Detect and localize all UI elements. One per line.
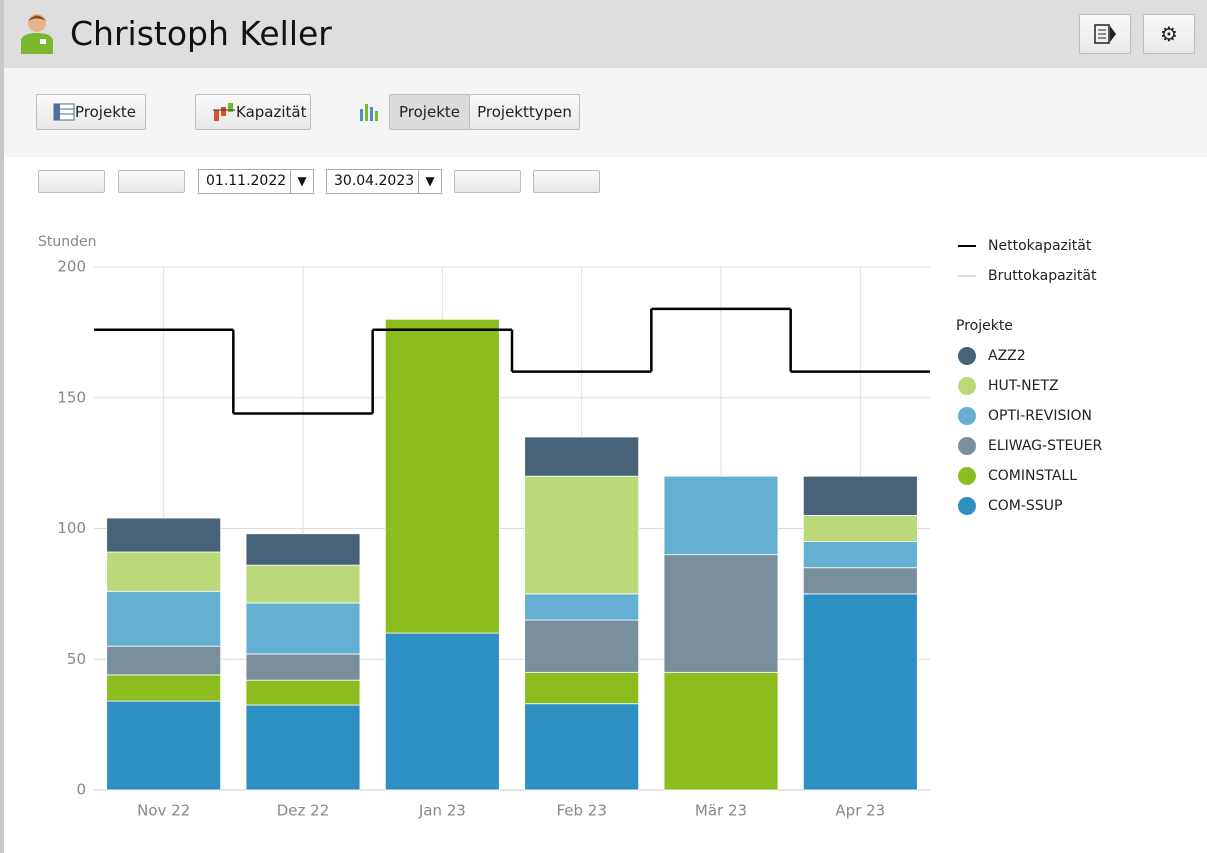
toggle-label: Projekte [399, 103, 460, 121]
expand-end-button[interactable] [533, 170, 600, 193]
date-from[interactable]: 01.11.2022 ▼ [198, 169, 314, 194]
date-text: 30.04.2023 [334, 173, 415, 189]
bar-segment [106, 590, 222, 647]
bar-segment [802, 515, 918, 542]
legend-title: Projekte [956, 318, 1013, 334]
toggle-project-types[interactable]: Projekttypen [469, 94, 580, 130]
toggle-projects[interactable]: Projekte [389, 94, 470, 130]
legend-label: Bruttokapazität [988, 268, 1097, 284]
bar-segment [524, 619, 640, 673]
x-tick-label: Mär 23 [695, 802, 747, 820]
x-tick-label: Jan 23 [418, 802, 466, 820]
bar-segment [245, 704, 361, 791]
date-to[interactable]: 30.04.2023 ▼ [326, 169, 442, 194]
settings-button[interactable]: ⚙ [1143, 14, 1195, 54]
y-tick-label: 200 [57, 258, 86, 276]
window-edge [0, 0, 4, 853]
x-tick-label: Apr 23 [835, 802, 885, 820]
bar-segment [663, 475, 779, 556]
bar-segment [245, 533, 361, 566]
projects-icon [53, 103, 75, 121]
projects-button[interactable]: Projekte [36, 94, 146, 130]
bar-segment [384, 632, 500, 791]
legend-label: OPTI-REVISION [988, 408, 1092, 424]
legend-label: COMINSTALL [988, 468, 1077, 484]
legend-swatch [958, 437, 976, 455]
bar-segment [802, 593, 918, 791]
panel-icon [1094, 24, 1116, 44]
bar-segment [802, 475, 918, 516]
toolbar: Projekte Kapazität Projekte Projekttypen [4, 68, 1207, 157]
x-tick-label: Dez 22 [277, 802, 330, 820]
bar-segment [106, 645, 222, 676]
legend-label: AZZ2 [988, 348, 1026, 364]
y-axis-label: Stunden [38, 234, 97, 250]
bar-segment [524, 436, 640, 477]
y-tick-label: 100 [57, 519, 86, 537]
bar-segment [106, 700, 222, 791]
legend-swatch [958, 347, 976, 365]
legend-label: HUT-NETZ [988, 378, 1059, 394]
bar-segment [524, 703, 640, 791]
user-name: Christoph Keller [70, 14, 332, 53]
bar-segment [524, 475, 640, 595]
legend-swatch [958, 497, 976, 515]
legend-swatch [958, 467, 976, 485]
user-icon [21, 14, 53, 54]
legend-swatch [958, 407, 976, 425]
y-tick-label: 50 [67, 650, 86, 668]
bar-segment [106, 551, 222, 592]
bar-segment [802, 541, 918, 569]
legend-label: ELIWAG-STEUER [988, 438, 1102, 454]
bar-segment [245, 679, 361, 706]
expand-start-button[interactable] [38, 170, 105, 193]
legend-label: Nettokapazität [988, 238, 1092, 254]
bar-segment [384, 318, 500, 634]
x-tick-label: Feb 23 [556, 802, 606, 820]
chart-icon [360, 104, 378, 121]
y-tick-label: 0 [76, 781, 86, 799]
button-label: Kapazität [236, 103, 307, 121]
bar-segment [245, 602, 361, 655]
bar-segment [663, 671, 779, 791]
panel-button[interactable] [1079, 14, 1131, 54]
dropdown-arrow: ▼ [290, 170, 313, 193]
bar-segment [802, 567, 918, 595]
x-tick-label: Nov 22 [137, 802, 190, 820]
header: Christoph Keller ⚙ [4, 0, 1207, 68]
toggle-label: Projekttypen [477, 103, 572, 121]
date-text: 01.11.2022 [206, 173, 287, 189]
bar-segment [663, 554, 779, 673]
shift-forward-button[interactable] [454, 170, 521, 193]
y-tick-label: 150 [57, 388, 86, 406]
bar-segment [106, 517, 222, 553]
capacity-icon [213, 103, 235, 121]
bar-segment [245, 564, 361, 604]
legend-swatch [958, 377, 976, 395]
bar-segment [524, 593, 640, 621]
bar-segment [524, 671, 640, 705]
capacity-button[interactable]: Kapazität [195, 94, 311, 130]
legend-label: COM-SSUP [988, 498, 1062, 514]
bar-segment [106, 674, 222, 702]
bar-segment [245, 653, 361, 681]
dropdown-arrow: ▼ [418, 170, 441, 193]
button-label: Projekte [75, 103, 136, 121]
shift-back-button[interactable] [118, 170, 185, 193]
